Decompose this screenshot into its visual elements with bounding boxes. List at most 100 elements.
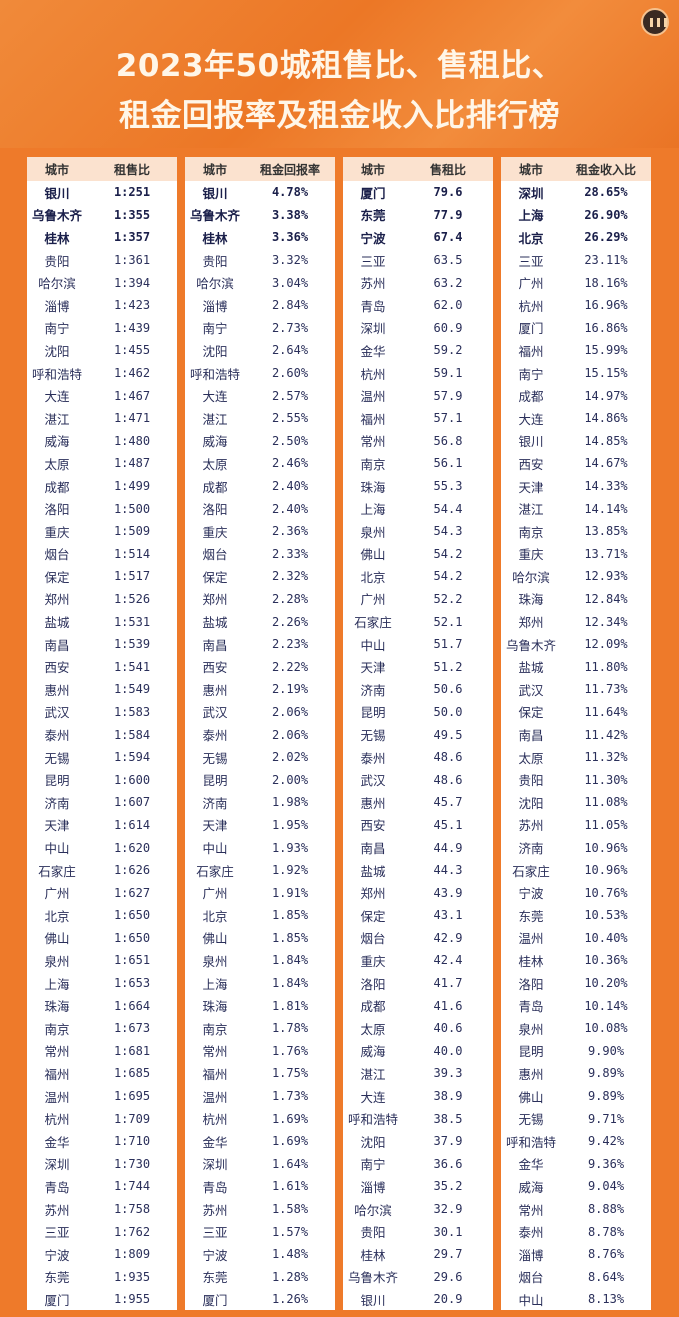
- value-cell: 43.1: [433, 908, 463, 923]
- city-cell: 南宁: [518, 366, 544, 382]
- value-cell: 38.5: [433, 1111, 463, 1126]
- city-cell: 保定: [518, 705, 544, 721]
- city-cell: 哈尔滨: [354, 1202, 392, 1218]
- city-cell: 福州: [518, 343, 544, 359]
- city-cell: 盐城: [518, 660, 544, 676]
- table-row: 沈阳 37.9: [343, 1130, 493, 1153]
- city-cell: 珠海: [44, 999, 70, 1015]
- title-line-1: 2023年50城租售比、售租比、: [115, 48, 564, 84]
- table-row: 北京 1:650: [27, 904, 177, 927]
- city-cell: 惠州: [518, 1066, 544, 1082]
- value-cell: 2.06%: [271, 727, 309, 742]
- value-cell: 1:762: [113, 1224, 151, 1239]
- value-cell: 2.19%: [271, 682, 309, 697]
- value-cell: 40.6: [433, 1021, 463, 1036]
- city-cell: 济南: [518, 841, 544, 857]
- table-row: 重庆 2.36%: [185, 520, 335, 543]
- value-cell: 1:600: [113, 772, 151, 787]
- value-cell: 12.34%: [584, 614, 628, 629]
- value-cell: 48.6: [433, 772, 463, 787]
- city-cell: 泉州: [44, 953, 70, 969]
- value-cell: 20.9: [433, 1292, 463, 1307]
- city-cell: 洛阳: [360, 976, 386, 992]
- value-cell: 1:710: [113, 1134, 151, 1149]
- value-cell: 41.6: [433, 998, 463, 1013]
- table-row: 昆明 9.90%: [501, 1040, 651, 1063]
- value-cell: 1:809: [113, 1247, 151, 1262]
- value-cell: 1:394: [113, 275, 151, 290]
- table-row: 厦门 16.86%: [501, 317, 651, 340]
- city-cell: 呼和浩特: [31, 366, 82, 382]
- city-cell: 北京: [44, 908, 70, 924]
- city-cell: 南京: [360, 456, 386, 472]
- table-row: 惠州 1:549: [27, 678, 177, 701]
- city-cell: 烟台: [44, 547, 70, 563]
- table-row: 昆明 1:600: [27, 768, 177, 791]
- table-row: 杭州 1:709: [27, 1107, 177, 1130]
- value-cell: 45.1: [433, 817, 463, 832]
- table-row: 宁波 67.4: [343, 226, 493, 249]
- value-cell: 1:487: [113, 456, 151, 471]
- value-cell: 1:514: [113, 546, 151, 561]
- value-cell: 56.8: [433, 433, 463, 448]
- value-cell: 10.96%: [584, 863, 628, 878]
- table-row: 威海 40.0: [343, 1040, 493, 1063]
- table-row: 呼和浩特 9.42%: [501, 1130, 651, 1153]
- value-cell: 1:549: [113, 682, 151, 697]
- city-cell: 广州: [44, 886, 70, 902]
- value-cell: 1.58%: [271, 1202, 309, 1217]
- value-cell: 51.7: [433, 637, 463, 652]
- table-row: 广州 1:627: [27, 881, 177, 904]
- value-cell: 41.7: [433, 976, 463, 991]
- table-row: 西安 2.22%: [185, 655, 335, 678]
- value-cell: 1.73%: [271, 1089, 309, 1104]
- city-cell: 淄博: [44, 298, 70, 314]
- header-city: 城市: [360, 162, 385, 177]
- city-cell: 西安: [518, 456, 544, 472]
- value-cell: 13.71%: [584, 546, 628, 561]
- value-cell: 2.26%: [271, 614, 309, 629]
- city-cell: 重庆: [360, 953, 386, 969]
- city-cell: 沈阳: [202, 343, 228, 359]
- value-cell: 1:673: [113, 1021, 151, 1036]
- value-cell: 49.5: [433, 727, 463, 742]
- value-cell: 8.76%: [587, 1247, 625, 1262]
- table-row: 大连 2.57%: [185, 384, 335, 407]
- value-cell: 10.96%: [584, 840, 628, 855]
- city-cell: 三亚: [360, 253, 386, 269]
- table-row: 苏州 1:758: [27, 1198, 177, 1221]
- table-row: 泰州 2.06%: [185, 723, 335, 746]
- value-cell: 15.99%: [584, 343, 628, 358]
- table-row: 苏州 1.58%: [185, 1198, 335, 1221]
- value-cell: 54.2: [433, 569, 463, 584]
- city-cell: 东莞: [518, 908, 544, 924]
- table-row: 佛山 9.89%: [501, 1085, 651, 1108]
- city-cell: 昆明: [518, 1044, 544, 1060]
- header-metric: 售租比: [429, 162, 466, 177]
- city-cell: 烟台: [360, 931, 386, 947]
- table-row: 北京 54.2: [343, 565, 493, 588]
- value-cell: 1:471: [113, 411, 151, 426]
- city-cell: 厦门: [518, 321, 544, 337]
- value-cell: 1:467: [113, 388, 151, 403]
- table-row: 青岛 1.61%: [185, 1175, 335, 1198]
- value-cell: 59.1: [433, 366, 463, 381]
- city-cell: 常州: [518, 1202, 544, 1218]
- table-row: 宁波 1.48%: [185, 1243, 335, 1266]
- city-cell: 南京: [44, 1021, 70, 1037]
- table-row: 保定 43.1: [343, 904, 493, 927]
- city-cell: 无锡: [518, 1112, 544, 1128]
- value-cell: 56.1: [433, 456, 463, 471]
- value-cell: 1:499: [113, 479, 151, 494]
- value-cell: 1:355: [113, 207, 151, 222]
- table-row: 武汉 2.06%: [185, 701, 335, 724]
- city-cell: 昆明: [360, 705, 386, 721]
- city-cell: 南昌: [44, 637, 70, 653]
- table-row: 深圳 60.9: [343, 317, 493, 340]
- value-cell: 60.9: [433, 320, 463, 335]
- city-cell: 厦门: [202, 1292, 228, 1308]
- table-row: 常州 1:681: [27, 1040, 177, 1063]
- value-cell: 77.9: [433, 207, 463, 222]
- table-row: 济南 1:607: [27, 791, 177, 814]
- table-row: 成都 2.40%: [185, 475, 335, 498]
